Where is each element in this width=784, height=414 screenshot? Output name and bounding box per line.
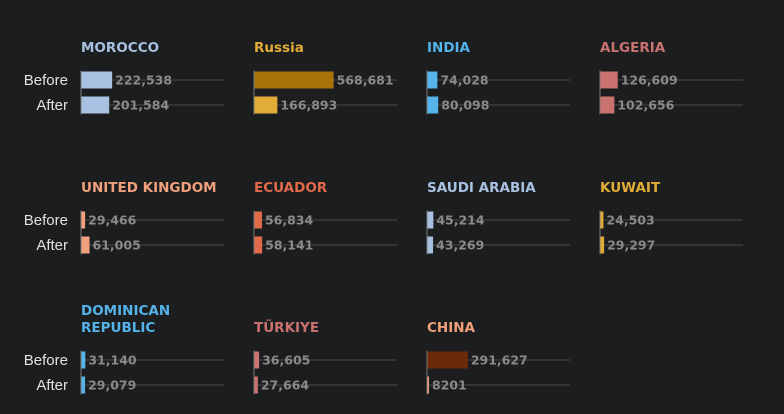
value-label-morocco-after: 201,584 bbox=[112, 98, 169, 113]
bar-ecuador-after bbox=[254, 236, 263, 254]
value-label-dominican-republic-before: 31,140 bbox=[88, 353, 137, 368]
panel-title-dominican-republic-line-1: DOMINICAN bbox=[81, 303, 170, 319]
panel-title-china: CHINA bbox=[427, 320, 476, 336]
bar-united-kingdom-before bbox=[81, 211, 86, 229]
value-label-kuwait-before: 24,503 bbox=[606, 213, 654, 228]
row-label-after: After bbox=[36, 377, 68, 394]
bar-turkiye-before bbox=[254, 351, 260, 369]
panel-title-united-kingdom: UNITED KINGDOM bbox=[81, 180, 217, 196]
bar-algeria-before bbox=[600, 71, 618, 89]
value-label-china-before: 291,627 bbox=[471, 353, 528, 368]
row-label-before: Before bbox=[24, 72, 68, 89]
panel-title-russia: Russia bbox=[254, 40, 304, 56]
bar-saudi-arabia-after bbox=[427, 236, 434, 254]
panel-title-algeria: ALGERIA bbox=[600, 40, 666, 56]
row-label-before: Before bbox=[24, 352, 68, 369]
panel-title-dominican-republic-line-2: REPUBLIC bbox=[81, 320, 155, 336]
value-label-india-after: 80,098 bbox=[441, 98, 489, 113]
bar-dominican-republic-before bbox=[81, 351, 86, 369]
bar-russia-after bbox=[254, 96, 278, 114]
panel-title-turkiye: TÜRKIYE bbox=[254, 318, 319, 336]
bar-india-before bbox=[427, 71, 438, 89]
bar-india-after bbox=[427, 96, 439, 114]
value-label-dominican-republic-after: 29,079 bbox=[88, 378, 136, 393]
panel-title-saudi-arabia: SAUDI ARABIA bbox=[427, 180, 536, 196]
value-label-russia-before: 568,681 bbox=[337, 73, 394, 88]
bar-morocco-before bbox=[81, 71, 113, 89]
bar-kuwait-before bbox=[600, 211, 604, 229]
value-label-algeria-after: 102,656 bbox=[617, 98, 674, 113]
value-label-turkiye-after: 27,664 bbox=[261, 378, 310, 393]
value-label-algeria-before: 126,609 bbox=[621, 73, 678, 88]
bar-dominican-republic-after bbox=[81, 376, 86, 394]
panel-title-india: INDIA bbox=[427, 40, 471, 56]
bar-kuwait-after bbox=[600, 236, 605, 254]
value-label-united-kingdom-before: 29,466 bbox=[88, 213, 137, 228]
bar-morocco-after bbox=[81, 96, 110, 114]
panel-title-kuwait: KUWAIT bbox=[600, 180, 661, 196]
panel-title-ecuador: ECUADOR bbox=[254, 180, 328, 196]
bar-algeria-after bbox=[600, 96, 615, 114]
value-label-saudi-arabia-after: 43,269 bbox=[436, 238, 484, 253]
bar-ecuador-before bbox=[254, 211, 262, 229]
row-label-after: After bbox=[36, 237, 68, 254]
value-label-turkiye-before: 36,605 bbox=[262, 353, 310, 368]
value-label-morocco-before: 222,538 bbox=[115, 73, 172, 88]
row-label-after: After bbox=[36, 97, 68, 114]
value-label-saudi-arabia-before: 45,214 bbox=[436, 213, 485, 228]
value-label-kuwait-after: 29,297 bbox=[607, 238, 655, 253]
value-label-russia-after: 166,893 bbox=[280, 98, 337, 113]
bar-saudi-arabia-before bbox=[427, 211, 434, 229]
bar-turkiye-after bbox=[254, 376, 258, 394]
value-label-united-kingdom-after: 61,005 bbox=[93, 238, 141, 253]
bar-united-kingdom-after bbox=[81, 236, 90, 254]
value-label-ecuador-before: 56,834 bbox=[265, 213, 314, 228]
row-label-before: Before bbox=[24, 212, 68, 229]
bar-china-before bbox=[427, 351, 468, 369]
value-label-china-after: 8201 bbox=[432, 378, 467, 393]
value-label-india-before: 74,028 bbox=[440, 73, 488, 88]
bar-russia-before bbox=[254, 71, 334, 89]
value-label-ecuador-after: 58,141 bbox=[265, 238, 313, 253]
bar-china-after bbox=[427, 376, 429, 394]
panel-title-morocco: MOROCCO bbox=[81, 40, 159, 56]
